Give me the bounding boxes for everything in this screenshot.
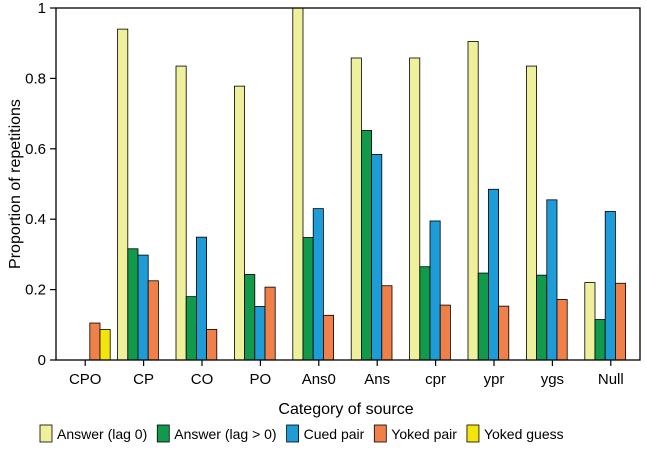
bar-ypr-answer-lag-0 (477, 272, 489, 361)
bar-CP-cued-pair (137, 254, 149, 361)
y-tick-label: 1 (38, 0, 46, 17)
y-tick-label: 0 (38, 352, 46, 369)
y-tick-label: 0.4 (25, 211, 46, 228)
bar-CP-answer-lag-0 (117, 28, 129, 361)
bar-Ans0-yoked-pair (322, 314, 334, 361)
legend-label: Answer (lag > 0) (174, 426, 276, 442)
x-axis-title: Category of source (278, 401, 413, 418)
bar-PO-yoked-pair (264, 286, 276, 361)
bar-ypr-cued-pair (487, 188, 499, 361)
bar-Null-yoked-pair (615, 282, 627, 361)
x-tick-label: CPO (69, 371, 102, 388)
bar-CO-cued-pair (195, 236, 207, 361)
y-axis-title: Proportion of repetitions (7, 99, 24, 269)
x-tick-label: Ans0 (302, 371, 336, 388)
y-tick-label: 0.6 (25, 141, 46, 158)
bar-Null-answer-lag-0 (584, 282, 596, 361)
legend-swatch (39, 424, 53, 443)
bar-Ans0-cued-pair (312, 208, 324, 361)
x-tick-label: ypr (484, 371, 505, 388)
bar-CP-answer-lag-0 (127, 248, 139, 361)
legend-label: Yoked guess (484, 426, 564, 442)
legend-item: Yoked guess (466, 424, 564, 443)
bar-cpr-cued-pair (429, 220, 441, 361)
legend-item: Cued pair (286, 424, 365, 443)
y-axis-ticks: 0 0.2 0.4 0.6 0.8 1 (25, 0, 56, 369)
bar-Ans-answer-lag-0 (360, 130, 372, 361)
bar-Null-cued-pair (604, 211, 616, 361)
legend-label: Yoked pair (391, 426, 457, 442)
legend-label: Answer (lag 0) (57, 426, 147, 442)
bar-ypr-yoked-pair (498, 305, 510, 361)
bars-layer (89, 7, 627, 361)
y-tick-label: 0.2 (25, 282, 46, 299)
legend-item: Answer (lag > 0) (156, 424, 277, 443)
bar-CO-yoked-pair (206, 328, 218, 361)
bar-Ans-cued-pair (371, 154, 383, 361)
bar-Ans-answer-lag-0 (350, 57, 362, 361)
bar-PO-answer-lag-0 (244, 274, 256, 361)
x-tick-label: CP (133, 371, 154, 388)
legend-swatch (373, 424, 387, 443)
legend-item: Answer (lag 0) (39, 424, 147, 443)
bar-Null-answer-lag-0 (594, 319, 606, 361)
x-tick-label: Null (598, 371, 624, 388)
legend-swatch (466, 424, 480, 443)
bar-cpr-answer-lag-0 (409, 57, 421, 361)
plot-frame (55, 7, 641, 361)
bar-CPO-yoked-guess (99, 328, 111, 361)
bar-cpr-yoked-pair (439, 304, 451, 361)
bar-ygs-answer-lag-0 (526, 65, 538, 361)
x-tick-label: CO (191, 371, 214, 388)
bar-CP-yoked-pair (147, 280, 159, 361)
bar-Ans0-answer-lag-0 (292, 7, 304, 361)
bar-PO-cued-pair (254, 306, 266, 361)
x-tick-label: Ans (364, 371, 390, 388)
bar-CO-answer-lag-0 (175, 65, 187, 361)
legend: Answer (lag 0) Answer (lag > 0) Cued pair Y… (39, 424, 564, 443)
bar-ygs-answer-lag-0 (536, 274, 548, 361)
bar-CO-answer-lag-0 (185, 296, 197, 361)
bar-Ans-yoked-pair (381, 285, 393, 361)
bar-ygs-cued-pair (546, 199, 558, 361)
bar-ygs-yoked-pair (556, 299, 568, 361)
axes-layer (55, 7, 641, 361)
legend-item: Yoked pair (373, 424, 457, 443)
legend-swatch (156, 424, 170, 443)
x-tick-label: ygs (541, 371, 564, 388)
legend-label: Cued pair (304, 426, 365, 442)
bar-cpr-answer-lag-0 (419, 266, 431, 361)
bar-CPO-yoked-pair (89, 322, 101, 361)
x-tick-label: cpr (425, 371, 446, 388)
legend-swatch (286, 424, 299, 443)
bar-ypr-answer-lag-0 (467, 41, 479, 361)
bar-PO-answer-lag-0 (233, 85, 245, 361)
bar-Ans0-answer-lag-0 (302, 237, 314, 361)
x-axis-ticks: CPO CP CO PO Ans0 Ans cpr ypr ygs Null (69, 360, 624, 388)
y-tick-label: 0.8 (25, 70, 46, 87)
x-tick-label: PO (250, 371, 272, 388)
